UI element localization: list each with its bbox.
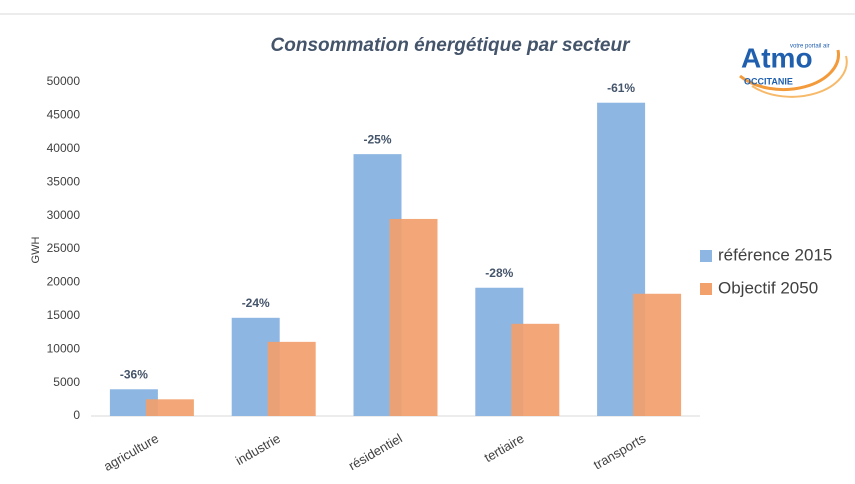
bar — [633, 293, 682, 416]
y-tick-label: 5000 — [53, 375, 80, 389]
y-tick-label: 40000 — [47, 141, 81, 155]
logo-region: OCCITANIE — [744, 76, 793, 86]
logo-arc — [751, 55, 848, 98]
annotation: -24% — [242, 296, 270, 310]
bar — [267, 341, 316, 416]
y-axis-label: GWH — [30, 237, 42, 264]
annotation: -61% — [607, 81, 635, 95]
y-tick-label: 20000 — [47, 275, 81, 289]
y-tick-label: 10000 — [47, 341, 81, 355]
chart-title: Consommation énergétique par secteur — [271, 35, 632, 56]
y-tick-label: 15000 — [47, 308, 81, 322]
legend-swatch — [700, 250, 712, 262]
logo-arc — [739, 49, 840, 92]
y-tick-label: 45000 — [47, 108, 81, 122]
annotation: -25% — [363, 132, 391, 146]
y-tick-label: 0 — [73, 408, 80, 422]
legend-swatch — [700, 283, 712, 295]
y-tick-label: 50000 — [47, 74, 81, 88]
y-tick-label: 25000 — [47, 241, 81, 255]
bar — [389, 218, 438, 416]
annotation: -36% — [120, 367, 148, 381]
legend-label: référence 2015 — [718, 245, 832, 264]
logo: Atmo OCCITANIE votre portail air — [739, 42, 848, 98]
legend-label: Objectif 2050 — [718, 278, 818, 297]
logo-name: Atmo — [741, 42, 813, 73]
logo-tagline: votre portail air — [790, 44, 830, 50]
y-tick-label: 35000 — [47, 174, 81, 188]
y-tick-label: 30000 — [47, 208, 81, 222]
bar — [145, 399, 194, 416]
bar — [511, 323, 560, 416]
annotation: -28% — [485, 266, 513, 280]
